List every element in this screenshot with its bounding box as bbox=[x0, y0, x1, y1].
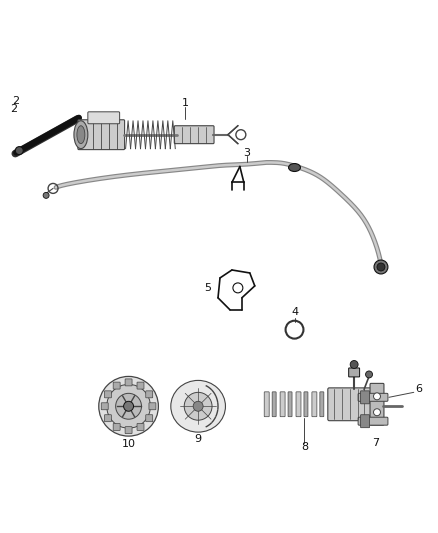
Ellipse shape bbox=[74, 121, 88, 149]
FancyBboxPatch shape bbox=[174, 126, 214, 144]
Circle shape bbox=[107, 384, 150, 428]
Ellipse shape bbox=[184, 392, 212, 420]
FancyBboxPatch shape bbox=[125, 426, 132, 434]
Text: 2: 2 bbox=[12, 96, 19, 106]
Circle shape bbox=[350, 360, 358, 368]
FancyBboxPatch shape bbox=[280, 392, 285, 417]
FancyBboxPatch shape bbox=[146, 391, 153, 398]
Text: 9: 9 bbox=[194, 434, 201, 444]
FancyBboxPatch shape bbox=[104, 391, 111, 398]
FancyBboxPatch shape bbox=[264, 392, 269, 417]
FancyBboxPatch shape bbox=[146, 415, 153, 422]
Ellipse shape bbox=[77, 126, 85, 144]
Circle shape bbox=[99, 376, 159, 436]
Text: 6: 6 bbox=[415, 384, 422, 394]
FancyBboxPatch shape bbox=[137, 382, 144, 389]
FancyBboxPatch shape bbox=[360, 391, 370, 404]
FancyBboxPatch shape bbox=[113, 382, 120, 389]
Circle shape bbox=[374, 393, 381, 400]
FancyBboxPatch shape bbox=[358, 417, 388, 425]
FancyBboxPatch shape bbox=[88, 112, 120, 124]
FancyBboxPatch shape bbox=[149, 403, 156, 410]
FancyBboxPatch shape bbox=[113, 423, 120, 431]
FancyBboxPatch shape bbox=[125, 379, 132, 386]
Circle shape bbox=[374, 409, 381, 416]
Circle shape bbox=[193, 401, 203, 411]
Ellipse shape bbox=[289, 164, 300, 172]
Text: 8: 8 bbox=[301, 442, 308, 452]
FancyBboxPatch shape bbox=[101, 403, 108, 410]
FancyBboxPatch shape bbox=[328, 388, 373, 421]
Circle shape bbox=[366, 371, 373, 378]
FancyBboxPatch shape bbox=[320, 392, 324, 417]
Text: 4: 4 bbox=[291, 307, 298, 317]
FancyBboxPatch shape bbox=[370, 383, 384, 425]
Ellipse shape bbox=[171, 381, 226, 432]
FancyBboxPatch shape bbox=[312, 392, 317, 417]
Text: 5: 5 bbox=[205, 283, 212, 293]
Circle shape bbox=[377, 263, 385, 271]
FancyBboxPatch shape bbox=[137, 423, 144, 431]
FancyBboxPatch shape bbox=[288, 392, 292, 417]
FancyBboxPatch shape bbox=[104, 415, 111, 422]
Text: 10: 10 bbox=[122, 439, 136, 449]
FancyBboxPatch shape bbox=[358, 393, 388, 401]
Text: 3: 3 bbox=[244, 148, 251, 158]
FancyBboxPatch shape bbox=[304, 392, 308, 417]
FancyBboxPatch shape bbox=[349, 368, 360, 377]
Circle shape bbox=[43, 192, 49, 198]
FancyBboxPatch shape bbox=[272, 392, 276, 417]
Text: 2: 2 bbox=[10, 104, 17, 114]
FancyBboxPatch shape bbox=[78, 120, 124, 150]
Circle shape bbox=[15, 147, 23, 155]
Circle shape bbox=[124, 401, 134, 411]
FancyBboxPatch shape bbox=[296, 392, 301, 417]
Circle shape bbox=[116, 393, 141, 419]
Text: 7: 7 bbox=[372, 438, 380, 448]
FancyBboxPatch shape bbox=[360, 415, 370, 427]
Text: 1: 1 bbox=[182, 98, 189, 108]
Circle shape bbox=[374, 260, 388, 274]
